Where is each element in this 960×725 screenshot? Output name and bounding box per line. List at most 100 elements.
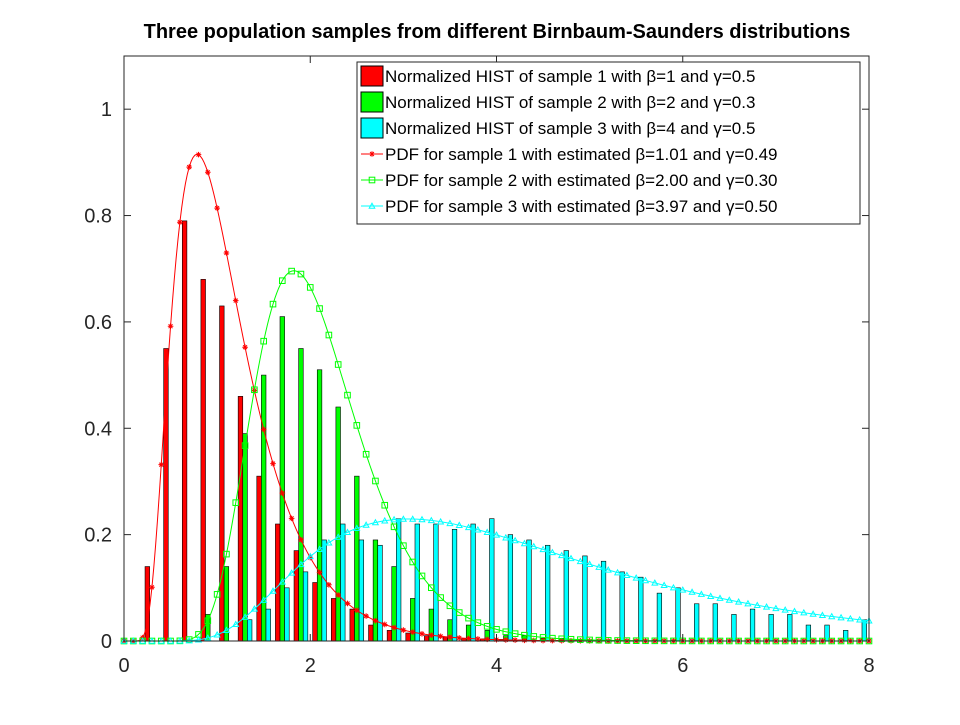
pdf-marker-sample-2: [483, 623, 491, 630]
pdf-marker-sample-1: [400, 627, 407, 633]
hist-bar-sample-3: [377, 544, 383, 642]
hist-bar-sample-1: [200, 279, 206, 642]
pdf-marker-sample-1: [456, 635, 463, 641]
hist-bar-sample-3: [563, 550, 569, 642]
pdf-marker-sample-3: [325, 538, 333, 546]
legend-label-hist-1: Normalized HIST of sample 1 with β=1 and…: [385, 67, 755, 86]
pdf-marker-sample-2: [521, 631, 528, 639]
legend-label-pdf-2: PDF for sample 2 with estimated β=2.00 a…: [385, 171, 778, 190]
hist-bar-sample-1: [237, 396, 244, 642]
pdf-marker-sample-3: [707, 592, 715, 599]
pdf-marker-sample-3: [427, 516, 435, 524]
legend-label-pdf-3: PDF for sample 3 with estimated β=3.97 a…: [385, 197, 778, 216]
chart-title: Three population samples from different …: [144, 21, 851, 43]
pdf-line-sample-3: [124, 518, 870, 642]
pdf-marker-sample-2: [260, 337, 267, 345]
legend-marker-pdf-2: [368, 176, 376, 184]
pdf-marker-sample-3: [185, 636, 193, 644]
pdf-marker-sample-1: [372, 617, 379, 624]
pdf-marker-sample-3: [250, 605, 259, 612]
hist-bar-sample-1: [256, 475, 262, 642]
pdf-marker-sample-3: [483, 528, 491, 536]
pdf-marker-sample-3: [567, 554, 575, 562]
x-tick-label: 8: [863, 655, 874, 677]
pdf-marker-sample-3: [716, 594, 724, 601]
pdf-marker-sample-1: [260, 426, 267, 433]
hist-bar-sample-3: [433, 523, 439, 642]
pdf-marker-sample-1: [186, 164, 192, 170]
pdf-marker-sample-3: [194, 635, 203, 643]
pdf-marker-sample-3: [269, 587, 277, 594]
pdf-marker-sample-3: [353, 524, 361, 531]
pdf-marker-sample-3: [455, 521, 463, 528]
pdf-marker-sample-2: [446, 602, 454, 610]
x-tick-label: 2: [305, 655, 316, 677]
pdf-marker-sample-3: [828, 612, 836, 620]
hist-bar-sample-3: [582, 555, 588, 642]
pdf-marker-sample-1: [447, 634, 453, 640]
legend-label-hist-3: Normalized HIST of sample 3 with β=4 and…: [385, 119, 755, 138]
pdf-marker-sample-3: [343, 528, 352, 535]
pdf-marker-sample-3: [632, 574, 640, 581]
y-tick-label: 0: [101, 631, 112, 653]
pdf-marker-sample-2: [595, 636, 603, 644]
pdf-marker-sample-3: [800, 608, 808, 616]
pdf-marker-sample-2: [241, 442, 249, 449]
pdf-marker-sample-1: [530, 637, 537, 644]
pdf-marker-sample-3: [548, 548, 557, 556]
pdf-marker-sample-3: [837, 613, 845, 621]
pdf-marker-sample-3: [399, 515, 408, 522]
pdf-marker-sample-3: [558, 551, 566, 559]
hist-bar-sample-3: [787, 614, 793, 642]
pdf-marker-sample-3: [613, 568, 622, 576]
pdf-marker-sample-1: [288, 515, 295, 522]
pdf-marker-sample-2: [465, 614, 472, 622]
pdf-marker-sample-2: [325, 331, 333, 339]
pdf-marker-sample-3: [278, 578, 286, 585]
pdf-marker-sample-1: [512, 637, 518, 643]
hist-bar-sample-3: [507, 534, 514, 642]
pdf-marker-sample-2: [362, 450, 370, 458]
pdf-marker-sample-2: [213, 591, 221, 598]
hist-bar-sample-2: [335, 406, 341, 642]
hist-bar-sample-3: [265, 608, 271, 642]
legend-marker-pdf-3: [368, 202, 376, 209]
pdf-marker-sample-2: [372, 477, 379, 485]
hist-bar-sample-1: [181, 220, 188, 642]
hist-bar-sample-3: [712, 603, 718, 642]
y-tick-label: 1: [101, 99, 112, 121]
pdf-marker-sample-1: [279, 490, 286, 496]
hist-bar-sample-1: [368, 624, 374, 642]
x-tick-label: 0: [118, 655, 129, 677]
pdf-marker-sample-3: [511, 536, 519, 544]
pdf-marker-sample-1: [232, 297, 239, 304]
pdf-marker-sample-2: [353, 422, 361, 429]
pdf-marker-sample-1: [167, 323, 174, 330]
pdf-marker-sample-3: [697, 590, 706, 597]
pdf-marker-sample-1: [475, 636, 481, 642]
pdf-marker-sample-3: [744, 599, 752, 607]
pdf-marker-sample-2: [567, 635, 575, 643]
hist-bar-sample-3: [414, 523, 420, 642]
pdf-marker-sample-2: [511, 630, 519, 637]
pdf-marker-sample-1: [177, 219, 183, 225]
hist-bar-sample-2: [279, 316, 285, 642]
legend-swatch-hist-2: [360, 91, 384, 113]
hist-bar-sample-2: [372, 539, 379, 642]
pdf-marker-sample-3: [260, 596, 268, 603]
pdf-marker-sample-2: [232, 499, 240, 506]
pdf-marker-sample-3: [772, 604, 780, 612]
hist-bar-sample-3: [600, 560, 607, 642]
pdf-marker-sample-2: [334, 361, 342, 368]
pdf-marker-sample-3: [539, 545, 547, 553]
pdf-marker-sample-2: [604, 637, 612, 644]
hist-bar-sample-3: [545, 544, 551, 642]
pdf-marker-sample-2: [297, 270, 305, 278]
pdf-marker-sample-3: [315, 545, 324, 552]
pdf-marker-sample-3: [725, 596, 733, 603]
pdf-marker-sample-2: [530, 633, 538, 640]
pdf-marker-sample-3: [334, 533, 342, 540]
pdf-marker-sample-1: [428, 632, 435, 638]
pdf-marker-sample-2: [558, 635, 565, 643]
pdf-marker-sample-1: [270, 460, 276, 467]
